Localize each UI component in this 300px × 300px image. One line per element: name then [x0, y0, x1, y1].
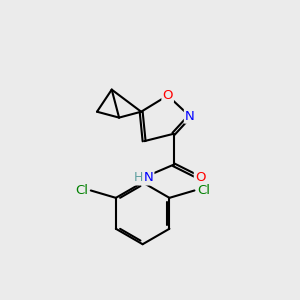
Text: Cl: Cl [75, 184, 88, 197]
Text: O: O [195, 172, 205, 184]
Text: Cl: Cl [197, 184, 210, 197]
Text: N: N [185, 110, 195, 123]
Text: H: H [134, 172, 143, 184]
Text: O: O [162, 89, 173, 102]
Text: N: N [144, 172, 153, 184]
